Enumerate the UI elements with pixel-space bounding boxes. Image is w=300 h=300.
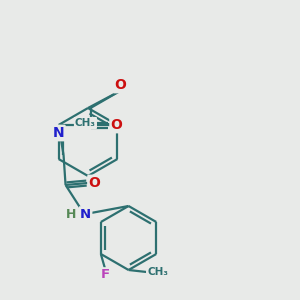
Text: F: F: [100, 268, 110, 281]
Text: CH₃: CH₃: [147, 267, 168, 277]
Text: CH₃: CH₃: [75, 118, 96, 128]
Text: N: N: [80, 208, 91, 220]
Text: O: O: [114, 78, 126, 92]
Text: O: O: [111, 118, 122, 132]
Text: O: O: [88, 176, 101, 190]
Text: H: H: [66, 208, 77, 220]
Text: N: N: [53, 126, 64, 140]
